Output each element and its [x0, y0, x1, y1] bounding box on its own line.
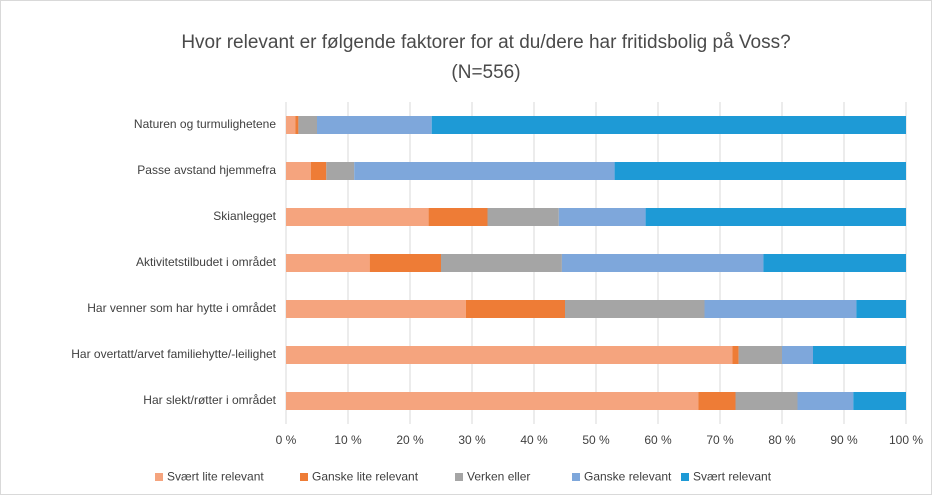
bar-segment — [856, 300, 906, 318]
chart-subtitle: (N=556) — [451, 62, 520, 83]
bar-segment — [813, 346, 906, 364]
y-tick-label: Har slekt/røtter i området — [143, 393, 276, 407]
bar-segment — [763, 254, 906, 272]
bar-segment — [487, 208, 559, 226]
bar-segment — [732, 346, 739, 364]
legend-label: Svært lite relevant — [167, 470, 264, 484]
bar-segment — [286, 116, 296, 134]
legend-label: Verken eller — [467, 470, 530, 484]
legend-swatch — [572, 473, 580, 481]
legend-swatch — [300, 473, 308, 481]
bar-segment — [310, 162, 327, 180]
x-tick-label: 90 % — [830, 433, 858, 447]
bar-segment — [558, 208, 646, 226]
y-tick-label: Aktivitetstilbudet i området — [136, 255, 277, 269]
bar-segment — [704, 300, 857, 318]
x-tick-label: 50 % — [582, 433, 610, 447]
bar-segment — [354, 162, 615, 180]
bar-segment — [286, 162, 311, 180]
y-tick-label: Har venner som har hytte i området — [87, 301, 276, 315]
x-tick-label: 80 % — [768, 433, 796, 447]
chart-title: Hvor relevant er følgende faktorer for a… — [181, 32, 790, 53]
bar-segment — [326, 162, 355, 180]
y-tick-label: Skianlegget — [213, 209, 276, 223]
legend-swatch — [455, 473, 463, 481]
bar-segment — [645, 208, 906, 226]
y-tick-label: Passe avstand hjemmefra — [137, 163, 276, 177]
bar-segment — [782, 346, 813, 364]
x-tick-label: 100 % — [889, 433, 923, 447]
x-tick-label: 60 % — [644, 433, 672, 447]
bar-segment — [614, 162, 906, 180]
x-tick-label: 20 % — [396, 433, 424, 447]
bar-segment — [441, 254, 562, 272]
y-tick-label: Naturen og turmulighetene — [134, 117, 276, 131]
bar-segment — [431, 116, 906, 134]
bar-segment — [286, 392, 699, 410]
bar-segment — [465, 300, 565, 318]
x-tick-label: 40 % — [520, 433, 548, 447]
bar-segment — [698, 392, 736, 410]
legend-swatch — [155, 473, 163, 481]
bar-segment — [738, 346, 782, 364]
bar-segment — [853, 392, 906, 410]
bar-segment — [797, 392, 854, 410]
bar-segment — [286, 254, 370, 272]
legend-label: Svært relevant — [693, 470, 772, 484]
bar-segment — [286, 300, 466, 318]
x-tick-label: 30 % — [458, 433, 486, 447]
bar-segment — [295, 116, 299, 134]
y-tick-label: Har overtatt/arvet familiehytte/-leiligh… — [71, 347, 276, 361]
bar-segment — [369, 254, 441, 272]
bar-segment — [317, 116, 432, 134]
legend-label: Ganske lite relevant — [312, 470, 419, 484]
x-tick-label: 70 % — [706, 433, 734, 447]
bar-segment — [298, 116, 317, 134]
bar-segment — [735, 392, 798, 410]
legend-label: Ganske relevant — [584, 470, 672, 484]
bar-segment — [561, 254, 764, 272]
bar-segment — [286, 208, 429, 226]
legend-swatch — [681, 473, 689, 481]
bar-segment — [565, 300, 705, 318]
x-tick-label: 10 % — [334, 433, 362, 447]
bar-segment — [286, 346, 733, 364]
x-tick-label: 0 % — [276, 433, 297, 447]
bar-segment — [428, 208, 488, 226]
